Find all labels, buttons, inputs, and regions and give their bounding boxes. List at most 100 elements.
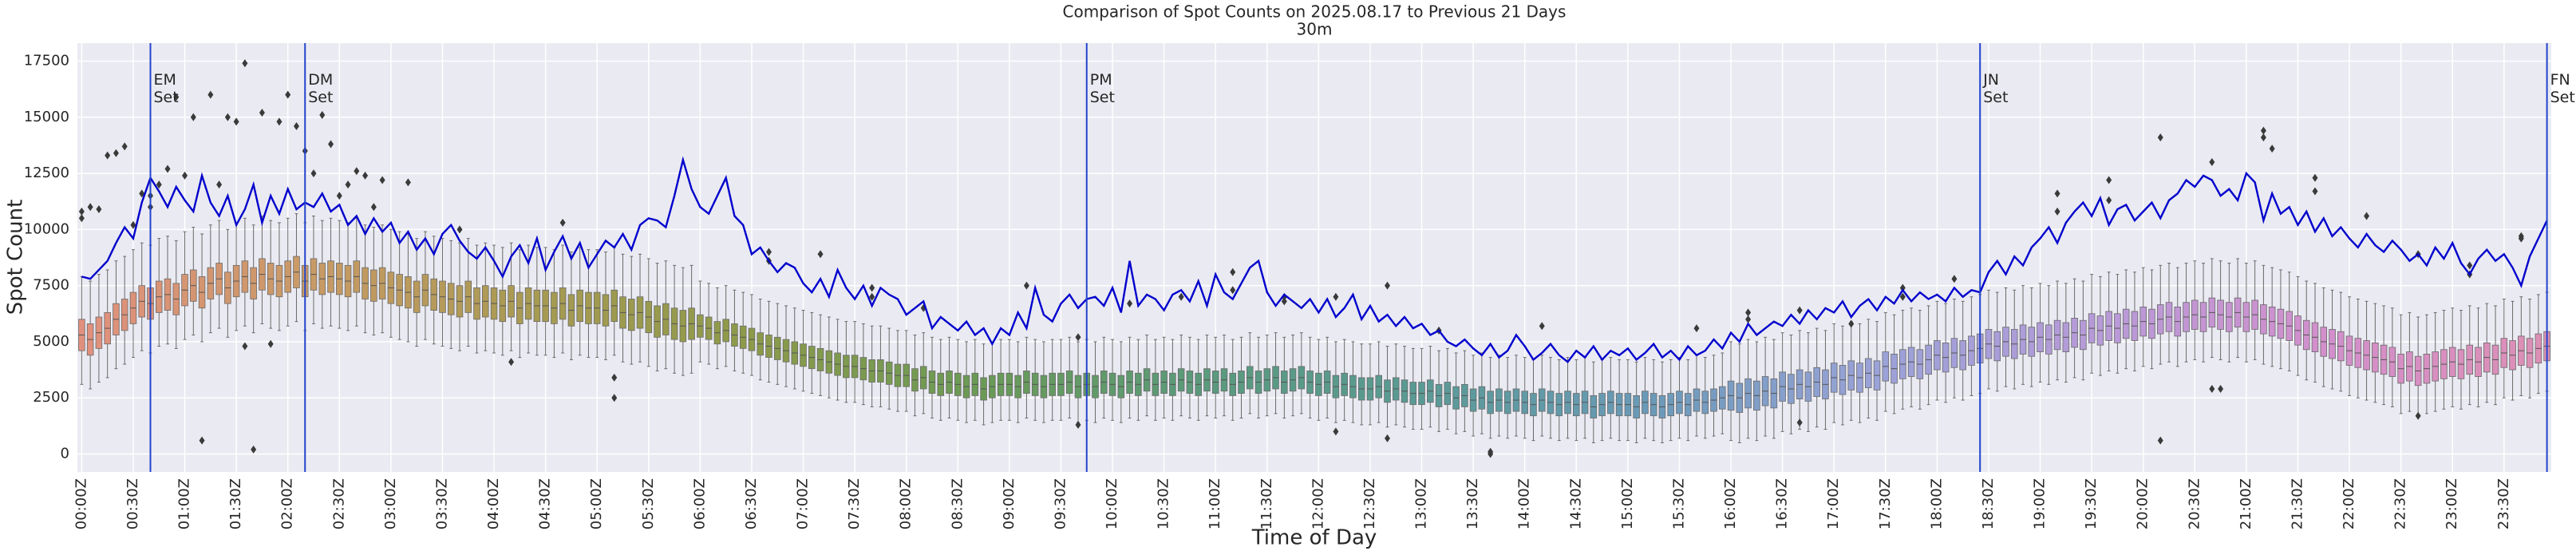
outlier [156,180,162,189]
y-tick-label: 5000 [33,333,69,350]
outlier [1693,324,1700,333]
x-tick-label: 17:00Z [1825,478,1842,529]
outlier [328,140,334,149]
outlier [121,142,128,151]
outlier [405,178,411,187]
outlier [1384,434,1390,442]
x-tick-label: 22:30Z [2392,478,2409,529]
x-tick-label: 11:00Z [1207,478,1223,529]
outlier [1745,308,1752,317]
y-tick-label: 10000 [24,220,69,237]
outlier [96,205,102,214]
annotation-label: EM Set [153,71,178,106]
outlier [105,151,111,160]
outlier [1796,306,1803,315]
y-tick-label: 0 [61,446,69,462]
y-tick-label: 7500 [33,277,69,294]
chart-title: Comparison of Spot Counts on 2025.08.17 … [1063,2,1567,22]
outlier [362,171,369,180]
x-tick-label: 14:00Z [1516,478,1533,529]
outlier [139,189,145,198]
outlier [345,180,351,189]
outlier [1539,322,1545,331]
outlier [182,171,188,180]
outlier [379,176,385,184]
x-tick-label: 16:30Z [1774,478,1791,529]
outlier [1230,268,1236,276]
outlier [2312,173,2318,182]
x-tick-label: 09:30Z [1052,478,1069,529]
x-tick-label: 21:00Z [2238,478,2254,529]
outlier [267,339,274,348]
x-tick-label: 10:00Z [1104,478,1120,529]
x-tick-label: 16:00Z [1722,478,1739,529]
x-tick-label: 02:00Z [279,478,296,529]
outlier [336,192,342,200]
outlier [2269,145,2275,153]
annotation-label: DM Set [308,71,333,106]
x-tick-label: 05:30Z [640,478,657,529]
y-tick-label: 12500 [24,165,69,181]
x-tick-label: 22:00Z [2341,478,2357,529]
outlier [207,90,214,99]
x-tick-label: 21:30Z [2289,478,2305,529]
outlier [285,90,291,99]
x-tick-label: 12:30Z [1361,478,1378,529]
outlier [2260,133,2266,142]
outlier [2157,133,2163,142]
outlier [78,214,85,223]
x-tick-label: 07:00Z [795,478,812,529]
outlier [1178,292,1184,301]
outlier [1333,292,1339,301]
chart-subtitle: 30m [1297,20,1333,39]
x-tick-label: 04:30Z [537,478,554,529]
outlier [190,113,196,121]
x-tick-label: 14:30Z [1567,478,1584,529]
x-tick-label: 23:00Z [2444,478,2460,529]
outlier [2157,436,2163,445]
outlier [2364,212,2370,220]
outlier [2209,384,2215,393]
outlier [113,149,119,157]
outlier [251,445,257,454]
outlier [78,207,85,216]
x-tick-label: 17:30Z [1877,478,1894,529]
outlier [508,358,515,367]
outlier [2106,176,2112,184]
outlier [611,373,618,382]
outlier [1230,286,1236,295]
x-tick-label: 02:30Z [330,478,347,529]
x-tick-label: 03:00Z [382,478,399,529]
line [81,156,2548,363]
y-tick-label: 17500 [24,52,69,69]
outlier [1796,418,1803,427]
outlier [869,292,875,301]
x-tick-label: 20:30Z [2186,478,2203,529]
outlier [817,250,824,259]
y-tick-label: 2500 [33,389,69,406]
x-tick-label: 08:30Z [949,478,966,529]
outlier [164,165,171,173]
x-tick-label: 00:30Z [124,478,141,529]
outlier [216,180,223,189]
outlier [2054,189,2060,198]
outlier [293,122,299,131]
outlier [1899,292,1906,301]
outlier [319,110,326,119]
outlier [2312,187,2318,196]
plot-background [77,43,2551,472]
outlier [456,225,463,234]
outlier [276,117,282,126]
x-tick-label: 19:00Z [2032,478,2049,529]
outlier [130,220,136,229]
outlier [310,169,317,178]
x-tick-label: 11:30Z [1258,478,1275,529]
outlier [2218,384,2224,393]
outlier [370,203,377,212]
outlier [242,342,248,351]
x-tick-label: 05:00Z [588,478,605,529]
outlier [233,117,239,126]
x-tick-label: 19:30Z [2083,478,2100,529]
outlier [2209,158,2215,167]
